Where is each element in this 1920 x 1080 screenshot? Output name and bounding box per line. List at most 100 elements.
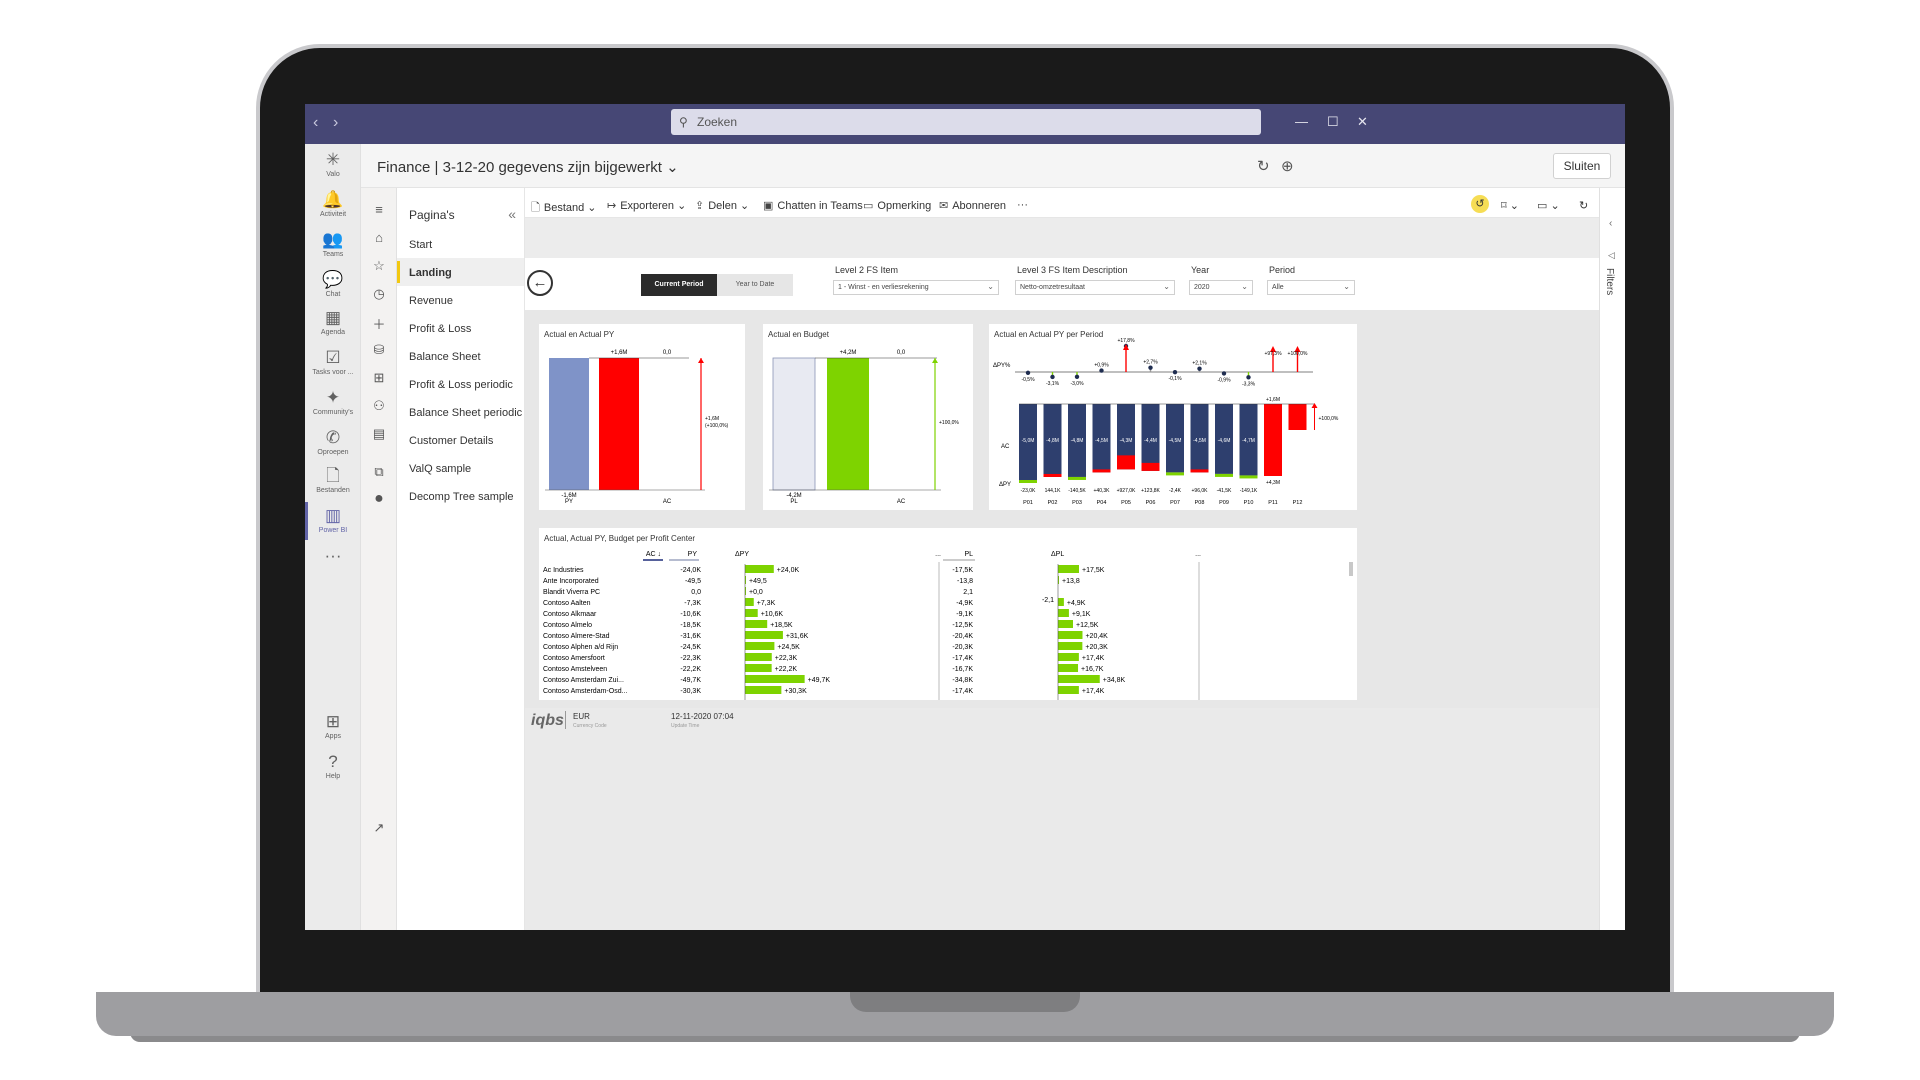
- hamburger-icon[interactable]: ≡: [375, 202, 383, 217]
- dpy-bar: [745, 686, 782, 694]
- share-menu[interactable]: ⇪ Delen ⌄: [695, 200, 750, 212]
- forward-arrow-icon[interactable]: ›: [333, 114, 339, 131]
- row-ac: -22,2K: [680, 666, 701, 673]
- row-ac: -22,3K: [680, 655, 701, 662]
- ac-label-P05: -4,3M: [1120, 438, 1133, 444]
- back-arrow-icon[interactable]: ‹: [313, 114, 319, 131]
- apps-icon[interactable]: ⊞: [373, 370, 385, 385]
- search-input[interactable]: ⚲ Zoeken: [671, 109, 1261, 135]
- level3-dropdown[interactable]: Netto-omzetresultaat ⌄: [1015, 280, 1175, 295]
- ac-label-P06: -4,4M: [1144, 438, 1157, 444]
- rail-item-tasks-voor[interactable]: ☑ Tasks voor ...: [305, 348, 361, 376]
- ac-bar-P09: [1215, 404, 1233, 474]
- budget-delta-bar: [827, 358, 869, 490]
- filters-pane[interactable]: ‹ ◁ Filters: [1599, 188, 1625, 930]
- py-variance-label: +1,6M: [705, 416, 719, 422]
- plus-icon[interactable]: ＋: [372, 317, 386, 332]
- year-dropdown[interactable]: 2020 ⌄: [1189, 280, 1253, 295]
- period-tick-P03: P03: [1072, 500, 1082, 506]
- page-item-profit-loss[interactable]: Profit & Loss: [409, 323, 472, 335]
- total-arrow-head: [1311, 403, 1318, 408]
- dpl-bar: [1058, 598, 1064, 606]
- maximize-icon[interactable]: ☐: [1327, 114, 1339, 129]
- rail-item-bestanden[interactable]: 🗋 Bestanden: [305, 466, 361, 494]
- back-circle-icon[interactable]: ←: [527, 270, 553, 296]
- dpy-bar-P08: [1190, 469, 1209, 473]
- page-item-profit-loss-periodic[interactable]: Profit & Loss periodic: [409, 379, 513, 391]
- py-category-label: PY: [565, 499, 573, 505]
- page-item-landing[interactable]: Landing: [397, 258, 524, 286]
- workspace-icon[interactable]: ⧉: [374, 464, 384, 479]
- home-icon[interactable]: ⌂: [375, 230, 383, 245]
- dpy-bar: [745, 664, 772, 672]
- period-dropdown[interactable]: Alle ⌄: [1267, 280, 1355, 295]
- profit-center-table: AC ↓ PY ΔPY... PL ΔPL ... Ac Industries -24,0K +…: [543, 551, 1353, 700]
- rail-item-valo[interactable]: ✳ Valo: [305, 150, 361, 178]
- star-icon[interactable]: ☆: [373, 258, 385, 273]
- book-icon[interactable]: ▤: [372, 426, 386, 441]
- py-bar: [549, 358, 589, 490]
- row-ac: -10,6K: [680, 611, 701, 618]
- period-label: Period: [1269, 265, 1296, 275]
- col-header-6: ...: [1195, 551, 1201, 558]
- row-dpy: +24,0K: [777, 567, 800, 574]
- rail-item-more[interactable]: ···: [305, 546, 361, 567]
- close-window-icon[interactable]: ✕: [1357, 114, 1368, 129]
- export-menu[interactable]: ↦ Exporteren ⌄: [607, 200, 687, 212]
- close-button[interactable]: Sluiten: [1553, 153, 1611, 179]
- share-icon: ⇪: [695, 200, 705, 212]
- avatar[interactable]: ●: [374, 490, 384, 507]
- database-icon[interactable]: ⛁: [373, 342, 385, 357]
- py-chart-card[interactable]: Actual en Actual PY +1,6M 0,0 -1,6M PY AC +1,…: [539, 324, 745, 510]
- refresh-visual-icon[interactable]: ↻: [1579, 200, 1589, 212]
- level2-dropdown[interactable]: 1 - Winst - en verliesrekening ⌄: [833, 280, 999, 295]
- globe-icon[interactable]: ⊕: [1281, 158, 1294, 175]
- row-dpy: +18,5K: [770, 622, 793, 629]
- page-item-customer-details[interactable]: Customer Details: [409, 435, 494, 447]
- row-pl: -17,4K: [952, 688, 973, 695]
- report-title[interactable]: Finance | 3-12-20 gegevens zijn bijgewer…: [377, 159, 679, 176]
- period-chart-card[interactable]: Actual en Actual PY per Period ΔPY% AC ΔPY…: [989, 324, 1357, 510]
- collapse-icon[interactable]: «: [508, 206, 516, 222]
- page-item-revenue[interactable]: Revenue: [409, 295, 454, 307]
- rail-item-activiteit[interactable]: 🔔 Activiteit: [305, 190, 361, 218]
- period-tick-P07: P07: [1170, 500, 1180, 506]
- expand-arrow-icon[interactable]: ↗: [373, 820, 385, 835]
- budget-chart-card[interactable]: Actual en Budget +4,2M 0,0 -4,2M PL AC +100,0…: [763, 324, 973, 510]
- rail-item-apps[interactable]: ⊞ Apps: [305, 712, 361, 740]
- more-options-icon[interactable]: ···: [1017, 199, 1028, 211]
- page-item-valq-sample[interactable]: ValQ sample: [409, 463, 472, 475]
- page-item-decomp-tree-sample[interactable]: Decomp Tree sample: [409, 491, 514, 503]
- rail-item-power-bi[interactable]: ▥ Power BI: [305, 502, 361, 540]
- current-period-toggle[interactable]: Current Period: [641, 274, 717, 296]
- comment-button[interactable]: ▭ Opmerking: [863, 200, 932, 212]
- page-item-balance-sheet-periodic[interactable]: Balance Sheet periodic: [409, 407, 523, 419]
- rail-item-teams[interactable]: 👥 Teams: [305, 230, 361, 258]
- subscribe-button[interactable]: ✉ Abonneren: [939, 200, 1007, 212]
- profit-center-table-card[interactable]: Actual, Actual PY, Budget per Profit Cen…: [539, 528, 1357, 700]
- year-to-date-toggle[interactable]: Year to Date: [717, 274, 793, 296]
- pin-head-P12: [1294, 346, 1301, 352]
- ac-bar-P04: [1092, 404, 1111, 473]
- pin-arrow-P05: [1123, 344, 1129, 350]
- rail-item-chat[interactable]: 💬 Chat: [305, 270, 361, 298]
- minimize-icon[interactable]: —: [1295, 114, 1308, 129]
- rail-item-oproepen[interactable]: ✆ Oproepen: [305, 428, 361, 456]
- clock-icon[interactable]: ◷: [373, 286, 385, 301]
- rail-item-help[interactable]: ? Help: [305, 752, 361, 780]
- chat-in-teams-button[interactable]: ▣ Chatten in Teams: [763, 200, 863, 212]
- page-item-balance-sheet[interactable]: Balance Sheet: [409, 351, 481, 363]
- refresh-icon[interactable]: ↻: [1257, 158, 1270, 175]
- page-item-start[interactable]: Start: [409, 239, 433, 251]
- reset-icon[interactable]: ↺: [1471, 195, 1489, 213]
- share-people-icon[interactable]: ⚇: [373, 398, 385, 413]
- dpy-bar-P06: [1141, 462, 1160, 471]
- bookmark-icon[interactable]: ⌑ ⌄: [1501, 200, 1519, 212]
- rail-item-agenda[interactable]: ▦ Agenda: [305, 308, 361, 336]
- file-menu[interactable]: 🗋 Bestand ⌄: [531, 202, 597, 214]
- rail-item-community-s[interactable]: ✦ Community's: [305, 388, 361, 416]
- view-icon[interactable]: ▭ ⌄: [1537, 200, 1560, 212]
- dpl-bar: [1058, 565, 1079, 573]
- update-time-value: 12-11-2020 07:04: [671, 712, 734, 721]
- chevron-left-icon[interactable]: ‹: [1609, 218, 1613, 229]
